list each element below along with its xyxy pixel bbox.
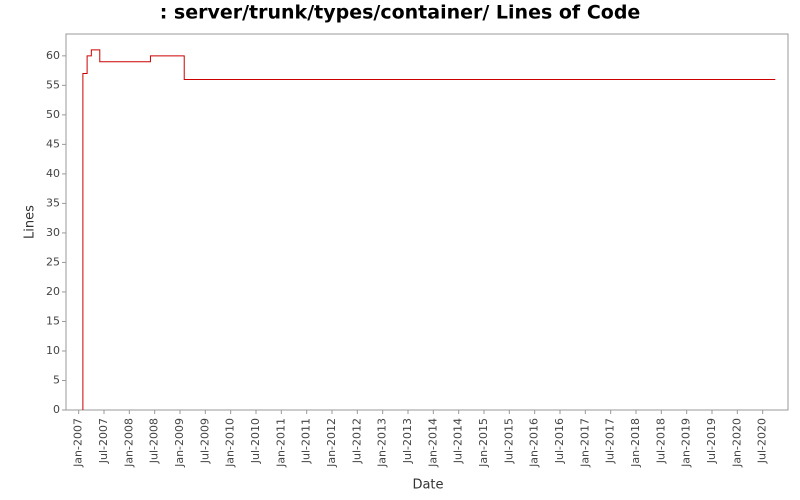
x-tick-label: Jul-2019 — [705, 418, 718, 464]
x-tick-label: Jul-2013 — [401, 418, 414, 464]
y-tick-label: 20 — [46, 285, 60, 298]
x-tick-label: Jul-2017 — [604, 418, 617, 464]
x-tick-label: Jan-2009 — [173, 418, 186, 468]
x-tick-label: Jul-2008 — [148, 418, 161, 464]
x-tick-label: Jul-2012 — [350, 418, 363, 464]
chart-title: : server/trunk/types/container/ Lines of… — [160, 2, 641, 24]
x-tick-label: Jul-2014 — [452, 418, 465, 464]
x-tick-label: Jan-2015 — [477, 418, 490, 468]
x-tick-label: Jul-2009 — [198, 418, 211, 464]
y-tick-label: 15 — [46, 314, 60, 327]
x-tick-label: Jan-2018 — [629, 418, 642, 468]
y-tick-label: 35 — [46, 196, 60, 209]
x-tick-label: Jan-2012 — [325, 418, 338, 468]
y-tick-label: 55 — [46, 78, 60, 91]
y-tick-label: 30 — [46, 226, 60, 239]
x-tick-label: Jan-2019 — [680, 418, 693, 468]
y-tick-label: 40 — [46, 167, 60, 180]
x-tick-label: Jul-2015 — [502, 418, 515, 464]
x-axis-title: Date — [412, 478, 443, 493]
y-axis-title: Lines — [23, 205, 38, 239]
x-tick-label: Jan-2020 — [730, 418, 743, 468]
y-tick-label: 0 — [53, 403, 60, 416]
x-tick-label: Jan-2013 — [376, 418, 389, 468]
plot-area — [65, 33, 789, 411]
x-tick-label: Jul-2018 — [654, 418, 667, 464]
x-tick-label: Jul-2007 — [97, 418, 110, 464]
x-tick-label: Jan-2011 — [274, 418, 287, 468]
x-tick-label: Jan-2010 — [224, 418, 237, 468]
series-line — [82, 49, 776, 410]
x-tick-label: Jan-2008 — [122, 418, 135, 468]
y-tick-label: 5 — [53, 373, 60, 386]
y-tick-label: 25 — [46, 255, 60, 268]
y-tick-label: 50 — [46, 108, 60, 121]
x-tick-label: Jul-2011 — [300, 418, 313, 464]
x-tick-label: Jan-2014 — [426, 418, 439, 468]
x-tick-label: Jul-2010 — [249, 418, 262, 464]
x-tick-label: Jul-2016 — [553, 418, 566, 464]
x-tick-label: Jan-2017 — [578, 418, 591, 468]
y-tick-label: 60 — [46, 49, 60, 62]
x-tick-label: Jan-2007 — [72, 418, 85, 468]
x-tick-label: Jan-2016 — [528, 418, 541, 468]
y-tick-label: 45 — [46, 137, 60, 150]
x-tick-label: Jul-2020 — [756, 418, 769, 464]
y-tick-label: 10 — [46, 344, 60, 357]
